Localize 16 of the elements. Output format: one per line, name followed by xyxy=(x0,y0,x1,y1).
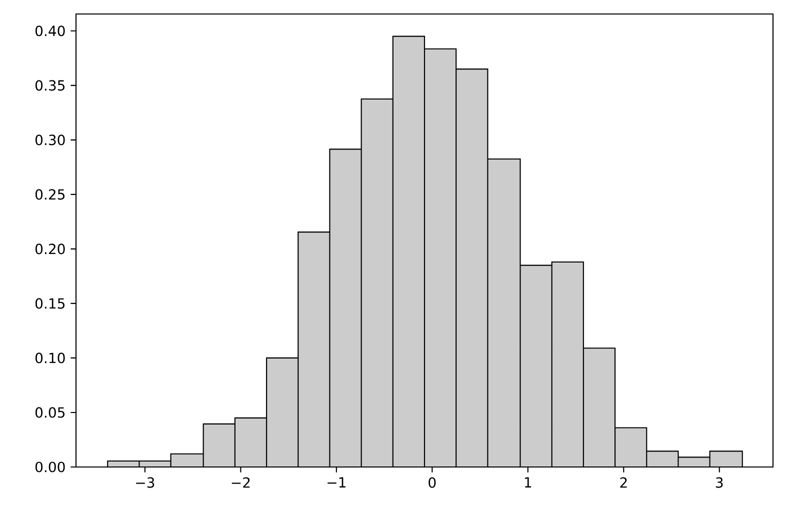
x-tick-label: 2 xyxy=(620,477,627,488)
x-tick-label: −1 xyxy=(328,477,346,488)
x-tick-label: −3 xyxy=(136,477,154,488)
y-tick-label: 0.25 xyxy=(35,189,65,200)
y-tick-label: 0.20 xyxy=(35,244,65,254)
x-tick-label: 1 xyxy=(524,477,532,488)
y-tick-label: 0.00 xyxy=(35,462,65,472)
y-tick-label: 0.10 xyxy=(35,352,65,364)
x-tick-label: 0 xyxy=(428,477,436,488)
y-tick-label: 0.35 xyxy=(35,80,65,91)
x-tick-label: −2 xyxy=(232,477,250,488)
y-tick-label: 0.40 xyxy=(35,26,65,36)
y-tick-label: 0.05 xyxy=(35,407,65,418)
y-tick-label: 0.30 xyxy=(35,134,65,146)
y-tick-label: 0.15 xyxy=(35,298,65,309)
x-tick-label: 3 xyxy=(716,477,723,488)
